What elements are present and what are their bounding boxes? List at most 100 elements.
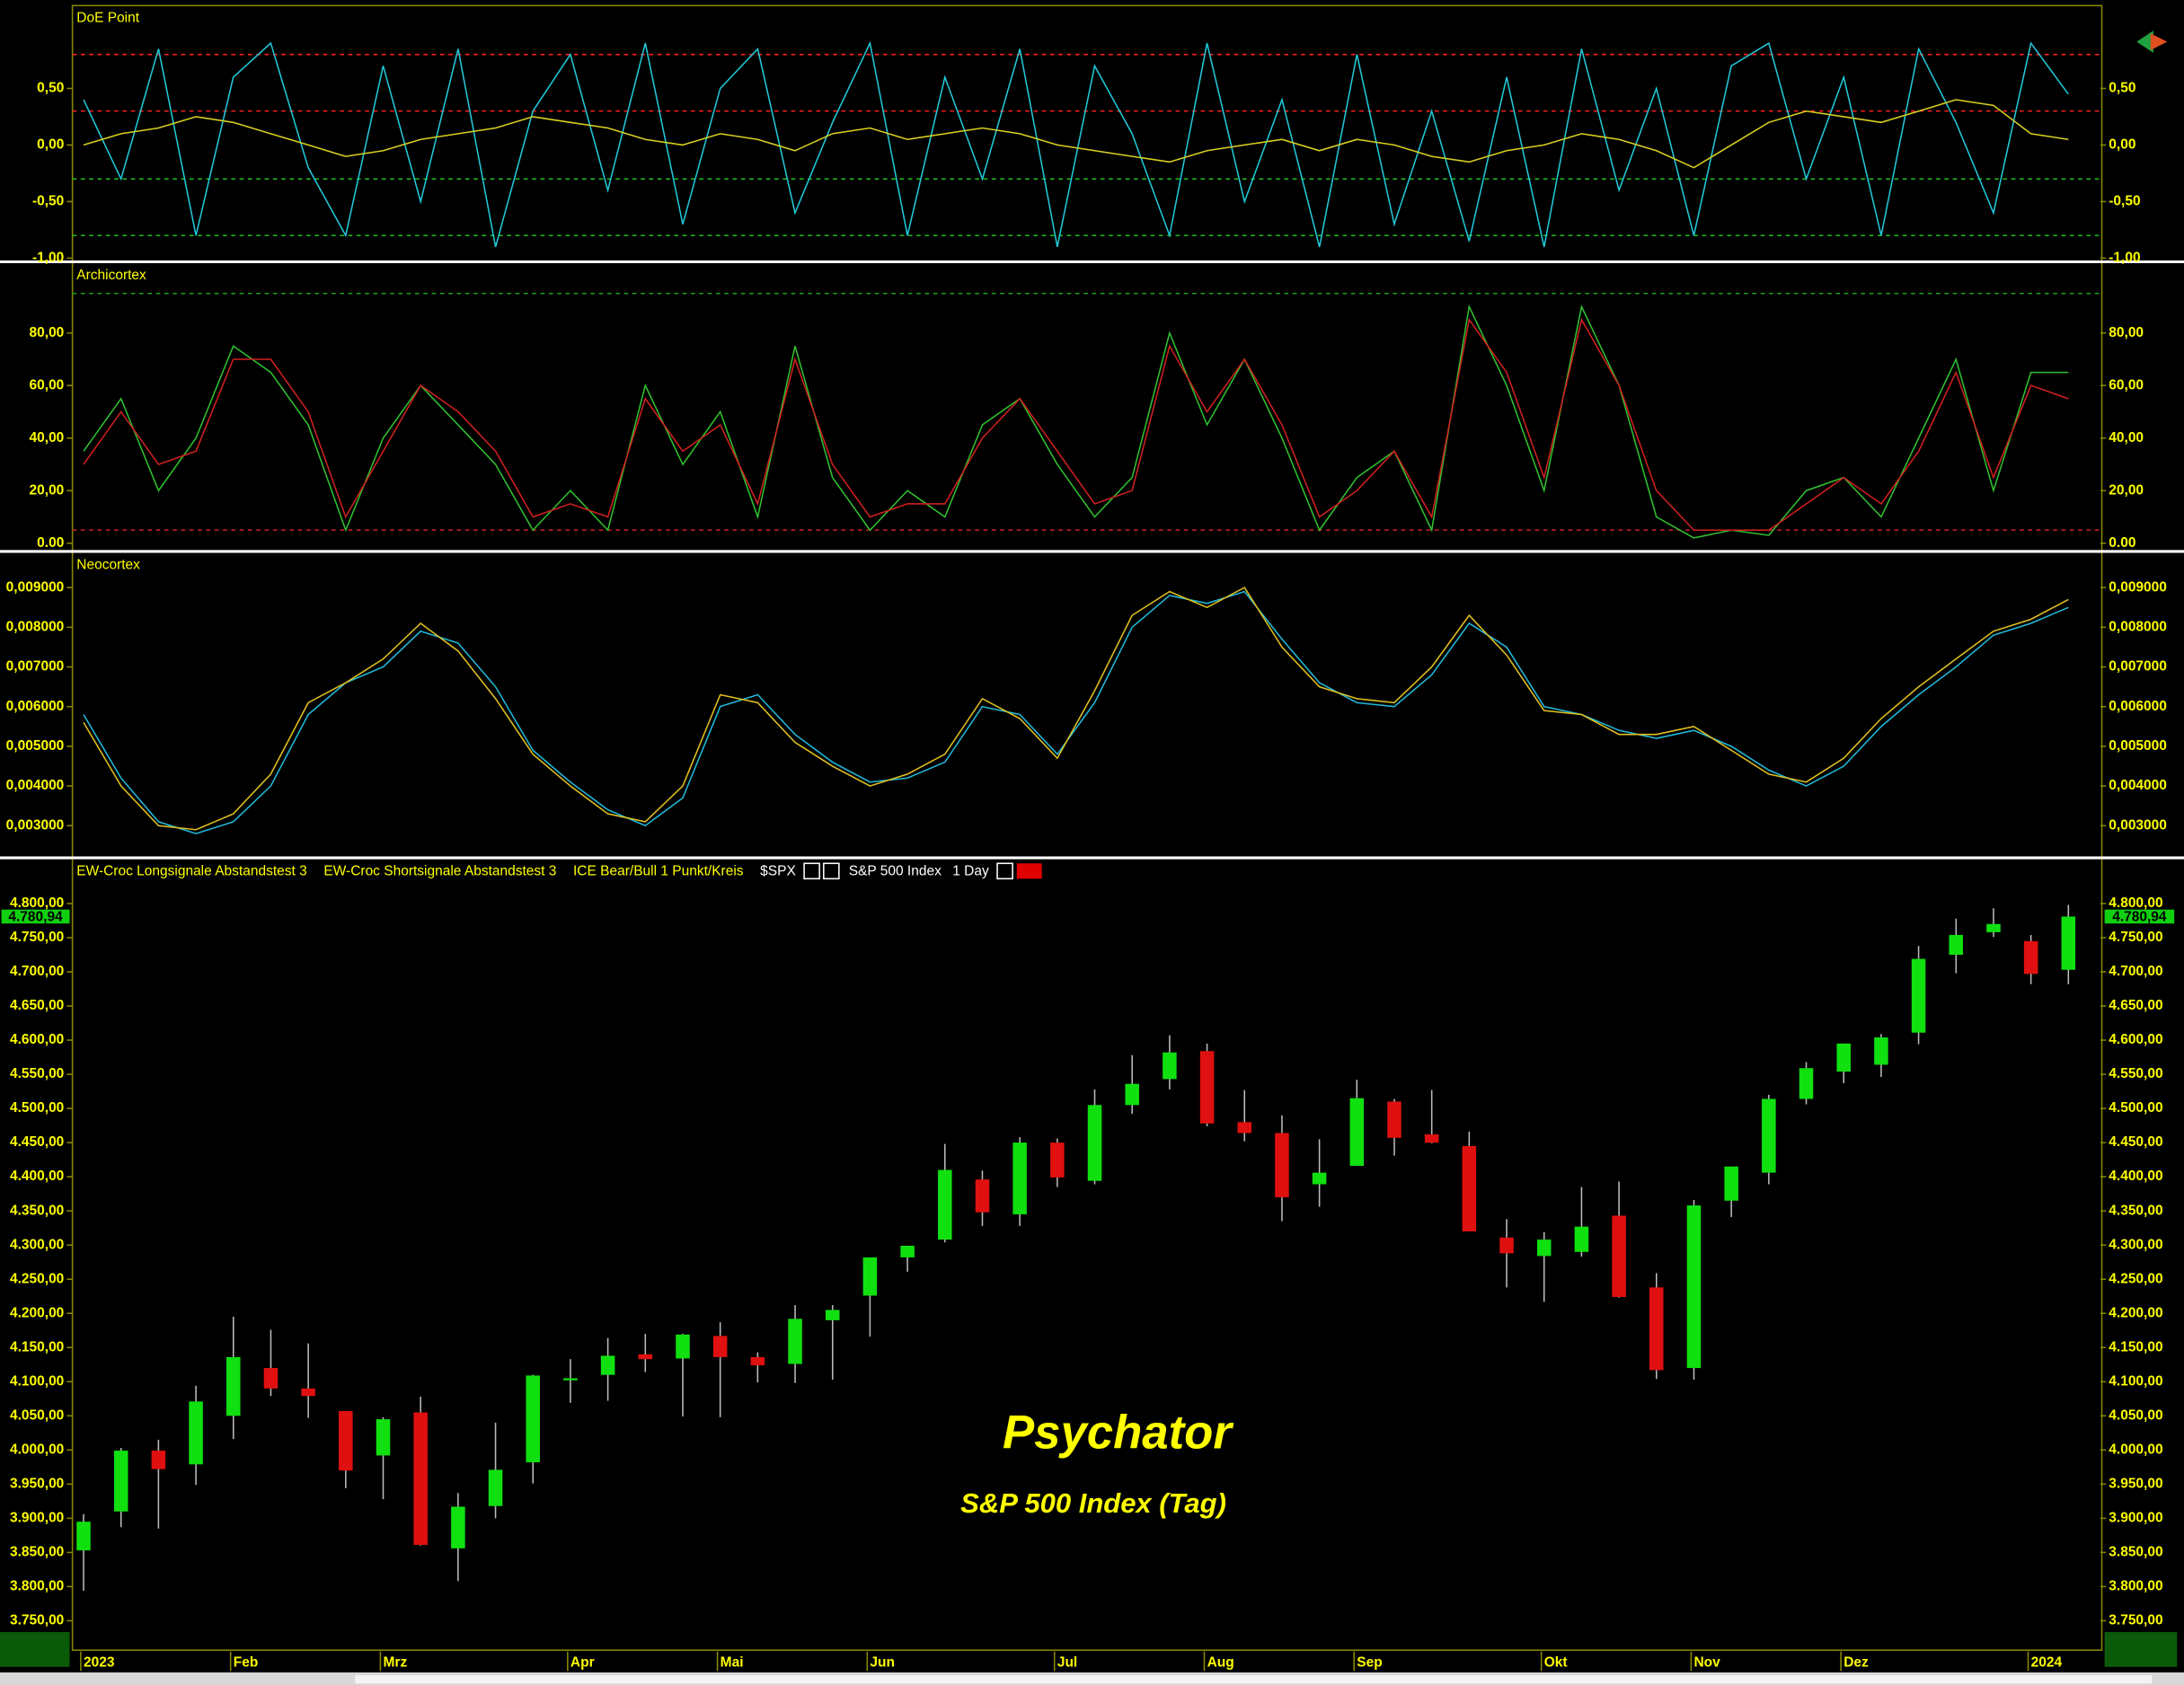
x-tick-label: Jun bbox=[870, 1654, 895, 1670]
indicator-line bbox=[83, 590, 2069, 834]
y-tick-label-right: 40,00 bbox=[2109, 430, 2144, 446]
y-tick-label: 4.100,00 bbox=[10, 1373, 64, 1389]
indicator-line bbox=[83, 317, 2069, 532]
candle-body bbox=[1199, 1051, 1215, 1124]
indicator-line bbox=[83, 587, 2069, 831]
y-tick-label-right: 3.850,00 bbox=[2109, 1545, 2162, 1560]
y-tick-label-right: 4.200,00 bbox=[2109, 1305, 2162, 1320]
annotation-subtitle: S&P 500 Index (Tag) bbox=[960, 1487, 1226, 1519]
candle-body bbox=[2061, 916, 2076, 970]
y-tick-label: 4.200,00 bbox=[10, 1305, 64, 1320]
corner-box bbox=[0, 1632, 70, 1667]
y-tick-label: 4.350,00 bbox=[10, 1203, 64, 1218]
symbol-name: S&P 500 Index bbox=[849, 864, 942, 879]
y-tick-label-right: 4.650,00 bbox=[2109, 998, 2162, 1013]
indicator-line bbox=[83, 99, 2069, 169]
x-tick-label: 2023 bbox=[84, 1654, 115, 1670]
candle-body bbox=[638, 1354, 653, 1360]
y-tick-label: 0,007000 bbox=[6, 659, 65, 675]
y-tick-label-right: 4.550,00 bbox=[2109, 1066, 2162, 1081]
candle-body bbox=[339, 1410, 353, 1471]
y-tick-label: 0,00 bbox=[37, 137, 64, 153]
y-tick-label-right: -1,00 bbox=[2109, 251, 2140, 266]
y-tick-label-right: 0,007000 bbox=[2109, 659, 2167, 675]
nav-icon[interactable] bbox=[2150, 33, 2168, 50]
y-tick-label: 0,006000 bbox=[6, 699, 65, 714]
candle-body bbox=[1125, 1083, 1139, 1106]
panel-title: DoE Point bbox=[76, 10, 139, 25]
candle-body bbox=[413, 1412, 428, 1546]
candle-body bbox=[2023, 940, 2038, 975]
candle-body bbox=[1649, 1287, 1664, 1371]
y-tick-label: 0,50 bbox=[37, 81, 64, 96]
y-tick-label: 4.400,00 bbox=[10, 1169, 64, 1184]
y-tick-label-right: 3.900,00 bbox=[2109, 1510, 2162, 1525]
last-price-label: 4.780,94 bbox=[8, 909, 63, 924]
candle-body bbox=[1686, 1205, 1702, 1369]
indicator-line bbox=[83, 40, 2069, 248]
candle-body bbox=[1349, 1098, 1365, 1166]
candle-body bbox=[1949, 934, 1964, 955]
y-tick-label: 4.500,00 bbox=[10, 1100, 64, 1116]
indicator-line bbox=[83, 304, 2069, 539]
candle-body bbox=[862, 1257, 878, 1296]
y-tick-label-right: 4.300,00 bbox=[2109, 1237, 2162, 1252]
candle-body bbox=[1163, 1052, 1177, 1080]
y-tick-label-right: 4.600,00 bbox=[2109, 1032, 2162, 1047]
candle-body bbox=[1312, 1172, 1327, 1185]
y-tick-label: 4.700,00 bbox=[10, 964, 64, 979]
y-tick-label: 60,00 bbox=[30, 377, 65, 393]
symbol: $SPX bbox=[760, 864, 796, 879]
y-tick-label-right: 4.100,00 bbox=[2109, 1373, 2162, 1389]
dropdown bbox=[803, 862, 820, 880]
panel-title: Neocortex bbox=[76, 558, 140, 573]
candle-body bbox=[1574, 1226, 1589, 1252]
candle-body bbox=[301, 1388, 315, 1397]
y-tick-label-right: 60,00 bbox=[2109, 377, 2144, 393]
candle-body bbox=[1986, 923, 2001, 932]
y-tick-label: 0,009000 bbox=[6, 579, 65, 595]
y-tick-label: 3.800,00 bbox=[10, 1579, 64, 1594]
last-price-label: 4.780,94 bbox=[2112, 909, 2167, 924]
y-tick-label-right: 4.150,00 bbox=[2109, 1339, 2162, 1354]
candle-body bbox=[189, 1401, 203, 1465]
candle-body bbox=[263, 1368, 279, 1389]
scrollbar-thumb[interactable] bbox=[355, 1675, 2153, 1684]
plot-frame bbox=[71, 4, 2103, 1651]
y-tick-label: 4.250,00 bbox=[10, 1271, 64, 1286]
y-tick-label: 0,008000 bbox=[6, 619, 65, 634]
candle-body bbox=[1462, 1145, 1477, 1231]
y-tick-label-right: 4.250,00 bbox=[2109, 1271, 2162, 1286]
y-tick-label: 3.950,00 bbox=[10, 1476, 64, 1491]
x-tick-label: Jul bbox=[1057, 1654, 1077, 1670]
candle-body bbox=[1050, 1142, 1065, 1178]
y-tick-label: 4.650,00 bbox=[10, 998, 64, 1013]
y-tick-label-right: 4.400,00 bbox=[2109, 1169, 2162, 1184]
legend-label: EW-Croc Shortsignale Abstandstest 3 bbox=[323, 864, 556, 879]
x-tick-label: Apr bbox=[570, 1654, 595, 1670]
corner-box bbox=[2104, 1632, 2178, 1667]
y-tick-label: 3.850,00 bbox=[10, 1545, 64, 1560]
y-tick-label-right: 3.750,00 bbox=[2109, 1613, 2162, 1628]
candle-body bbox=[1237, 1122, 1252, 1134]
candle-body bbox=[1911, 958, 1926, 1033]
y-tick-label-right: 3.950,00 bbox=[2109, 1476, 2162, 1491]
y-tick-label: 4.000,00 bbox=[10, 1442, 64, 1457]
candle-body bbox=[1724, 1166, 1738, 1201]
y-tick-label-right: 0,004000 bbox=[2109, 778, 2167, 793]
candle-body bbox=[1087, 1105, 1102, 1181]
y-tick-label-right: 0,006000 bbox=[2109, 699, 2167, 714]
candle-body bbox=[1275, 1133, 1289, 1197]
candle-body bbox=[600, 1355, 615, 1375]
candle-body bbox=[825, 1310, 840, 1320]
y-tick-label: -0,50 bbox=[32, 194, 64, 209]
y-tick-label-right: 20,00 bbox=[2109, 482, 2144, 498]
legend-label: ICE Bear/Bull 1 Punkt/Kreis bbox=[573, 864, 744, 879]
candle-body bbox=[563, 1378, 578, 1381]
last-price-box bbox=[1, 909, 70, 924]
annotation-title: Psychator bbox=[1003, 1406, 1233, 1459]
candle-body bbox=[938, 1169, 952, 1240]
nav-icon[interactable] bbox=[2136, 31, 2153, 53]
candle-body bbox=[451, 1506, 465, 1548]
close-button[interactable] bbox=[1016, 863, 1042, 879]
